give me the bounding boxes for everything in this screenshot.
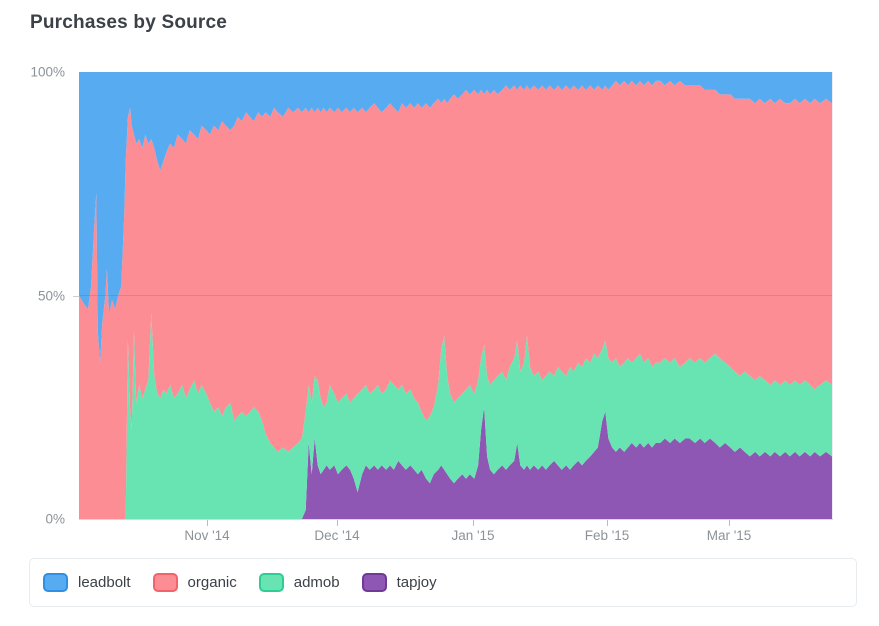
x-axis-line — [79, 519, 833, 520]
legend-label: leadbolt — [78, 574, 131, 591]
legend-box: leadbolt organic admob tapjoy — [29, 558, 857, 607]
legend-swatch-icon — [361, 573, 387, 592]
legend-label: tapjoy — [396, 574, 437, 591]
y-axis-label-100: 100% — [30, 64, 65, 80]
area-organic — [79, 80, 832, 519]
x-axis-tick — [207, 520, 208, 526]
y-axis-tick-50 — [73, 295, 79, 297]
legend-swatch-icon — [152, 573, 178, 592]
plot-area — [79, 72, 833, 519]
legend-swatch-icon — [43, 573, 68, 592]
x-axis-label: Feb '15 — [584, 528, 630, 543]
x-axis-tick — [337, 520, 338, 526]
area-admob — [79, 313, 832, 519]
stacked-area-chart: 0% 50% 100% Nov '14 Dec '14 Jan '15 Feb '15 Mar… — [30, 64, 833, 543]
x-axis-label: Mar '15 — [706, 528, 752, 543]
page-title: Purchases by Source — [30, 12, 228, 33]
x-axis-tick — [729, 520, 730, 526]
legend-label: admob — [293, 574, 340, 591]
legend-item-organic[interactable]: organic — [152, 573, 237, 592]
area-leadbolt — [79, 72, 832, 363]
y-axis-label-50: 50% — [37, 288, 65, 303]
x-axis-label: Jan '15 — [451, 528, 495, 543]
area-tapjoy — [79, 407, 832, 519]
legend-item-tapjoy[interactable]: tapjoy — [361, 573, 437, 592]
x-axis-label: Dec '14 — [314, 528, 360, 543]
legend-item-leadbolt[interactable]: leadbolt — [43, 573, 131, 592]
y-axis-label-0: 0% — [45, 511, 65, 527]
x-axis-label: Nov '14 — [184, 528, 230, 543]
x-axis-tick — [607, 520, 608, 526]
area-series-canvas — [79, 72, 832, 519]
legend-label: organic — [187, 574, 237, 591]
legend-swatch-icon — [258, 573, 284, 592]
x-axis-tick — [473, 520, 474, 526]
legend-item-admob[interactable]: admob — [258, 573, 340, 592]
